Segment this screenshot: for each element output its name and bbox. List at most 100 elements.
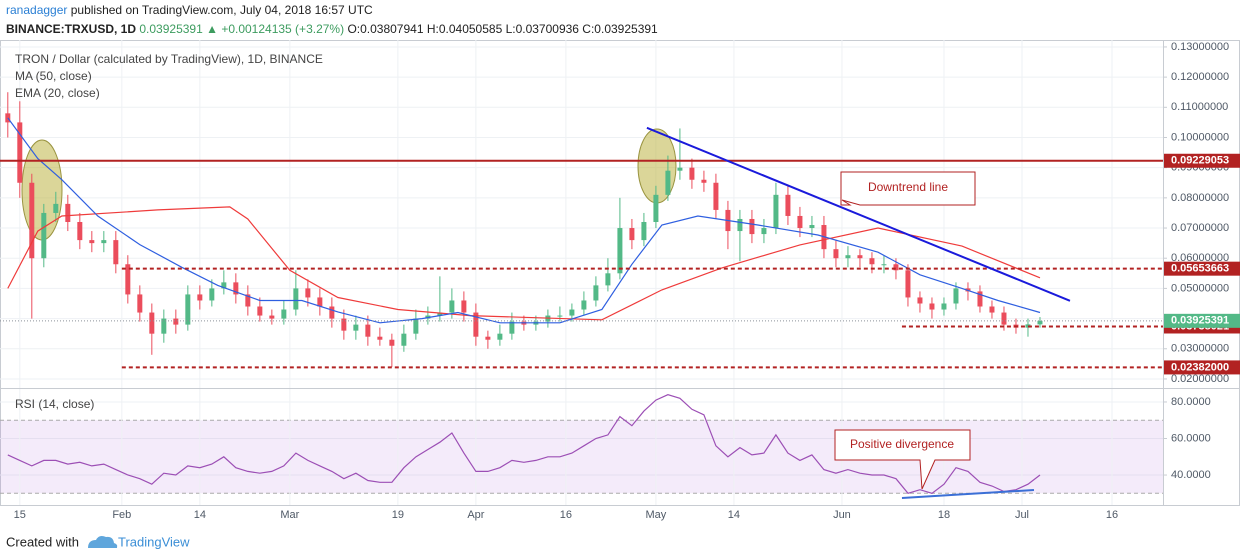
candle-body (413, 318, 419, 334)
y-tick-label: 80.0000 (1171, 396, 1211, 408)
x-tick-label: 16 (1106, 509, 1118, 521)
candle-body (485, 336, 491, 340)
y-tick-label: 0.06000000 (1171, 252, 1229, 264)
candle-body (317, 297, 323, 307)
x-tick-label: 18 (938, 509, 950, 521)
divergence-line (901, 489, 1035, 500)
candle-body (137, 294, 143, 313)
level-label-box (1164, 153, 1240, 168)
candle-body (989, 306, 995, 313)
candle-body (257, 306, 263, 316)
candle-body (89, 240, 95, 244)
legend-entry: EMA (20, close) (15, 86, 100, 100)
candle-body (917, 297, 923, 304)
header-line: BINANCE:TRXUSD, 1D 0.03925391 ▲ +0.00124… (6, 22, 658, 36)
x-tick-label: Apr (467, 509, 484, 521)
candle-body (281, 309, 287, 319)
candle-body (881, 264, 887, 266)
candle-body (245, 294, 251, 307)
candle-body (605, 273, 611, 286)
candle-body (209, 288, 215, 301)
candle-body (161, 318, 167, 334)
candle-body (953, 288, 959, 304)
y-tick-label: 40.0000 (1171, 469, 1211, 481)
candle-body (569, 309, 575, 316)
level-label: 0.02382000 (1171, 361, 1229, 373)
candle-body (113, 240, 119, 265)
published: published on TradingView.com, July 04, 2… (70, 3, 373, 17)
footer-brand[interactable]: TradingView (118, 534, 190, 549)
x-tick-label: 14 (728, 509, 740, 521)
candle-body (773, 194, 779, 229)
y-tick-label: 0.12000000 (1171, 71, 1229, 83)
x-tick-label: 15 (14, 509, 26, 521)
candle-body (41, 212, 47, 259)
candle-body (845, 255, 851, 259)
candle-body (617, 228, 623, 274)
annotation-text: Downtrend line (868, 180, 948, 194)
candle-body (293, 288, 299, 310)
candle-body (197, 294, 203, 301)
candle-body (581, 300, 587, 310)
candle-body (653, 194, 659, 222)
pane-title: RSI (14, close) (15, 397, 94, 411)
candle-body (761, 228, 767, 235)
overlay-line (7, 206, 1041, 321)
candle-body (833, 249, 839, 259)
candle-body (53, 203, 59, 213)
candle-body (377, 336, 383, 340)
candle-body (893, 264, 899, 271)
y-tick-label: 60.0000 (1171, 432, 1211, 444)
candle-body (101, 240, 107, 244)
candle-body (221, 282, 227, 289)
candle-body (125, 264, 131, 295)
y-tick-label: 0.13000000 (1171, 41, 1229, 53)
candle-body (941, 303, 947, 310)
candle-body (305, 288, 311, 298)
x-tick-label: Jun (833, 509, 851, 521)
y-tick-label: 0.07000000 (1171, 222, 1229, 234)
candle-body (77, 221, 83, 241)
candle-body (389, 339, 395, 346)
last-price-label: 0.03925391 (1171, 315, 1229, 327)
logo (88, 536, 118, 548)
y-tick-label: 0.03000000 (1171, 343, 1229, 355)
candle-body (857, 255, 863, 259)
marks (0, 92, 1163, 500)
candle-body (173, 318, 179, 325)
y-tick-label: 0.08000000 (1171, 192, 1229, 204)
legend-entry: MA (50, close) (15, 69, 92, 83)
x-tick-label: 14 (194, 509, 206, 521)
x-tick-label: Mar (280, 509, 299, 521)
trendline (646, 126, 1071, 302)
candle-body (473, 312, 479, 337)
candle-body (737, 218, 743, 232)
header-line: ranadagger published on TradingView.com,… (6, 3, 373, 17)
symbol: BINANCE:TRXUSD, 1D (6, 22, 137, 36)
candle-body (629, 228, 635, 241)
rsi-line (7, 394, 1041, 494)
x-tick-label: Jul (1015, 509, 1029, 521)
candle-body (149, 312, 155, 334)
candle-body (461, 300, 467, 313)
rsi-band (0, 420, 1163, 494)
candle-body (17, 122, 23, 183)
overlay-line (7, 117, 1041, 324)
candle-body (785, 194, 791, 216)
candle-body (749, 218, 755, 235)
candle-body (593, 285, 599, 301)
candle-body (689, 167, 695, 180)
candle-body (5, 113, 11, 123)
candle-body (665, 170, 671, 195)
level-label: 0.09229053 (1171, 155, 1229, 167)
candle-body (557, 315, 563, 317)
candle-body (329, 306, 335, 319)
candle-body (641, 221, 647, 241)
footer-text: Created with (6, 534, 79, 549)
candle-body (809, 225, 815, 229)
candle-body (677, 167, 683, 171)
author[interactable]: ranadagger (6, 3, 68, 17)
y-tick-label: 0.05000000 (1171, 282, 1229, 294)
